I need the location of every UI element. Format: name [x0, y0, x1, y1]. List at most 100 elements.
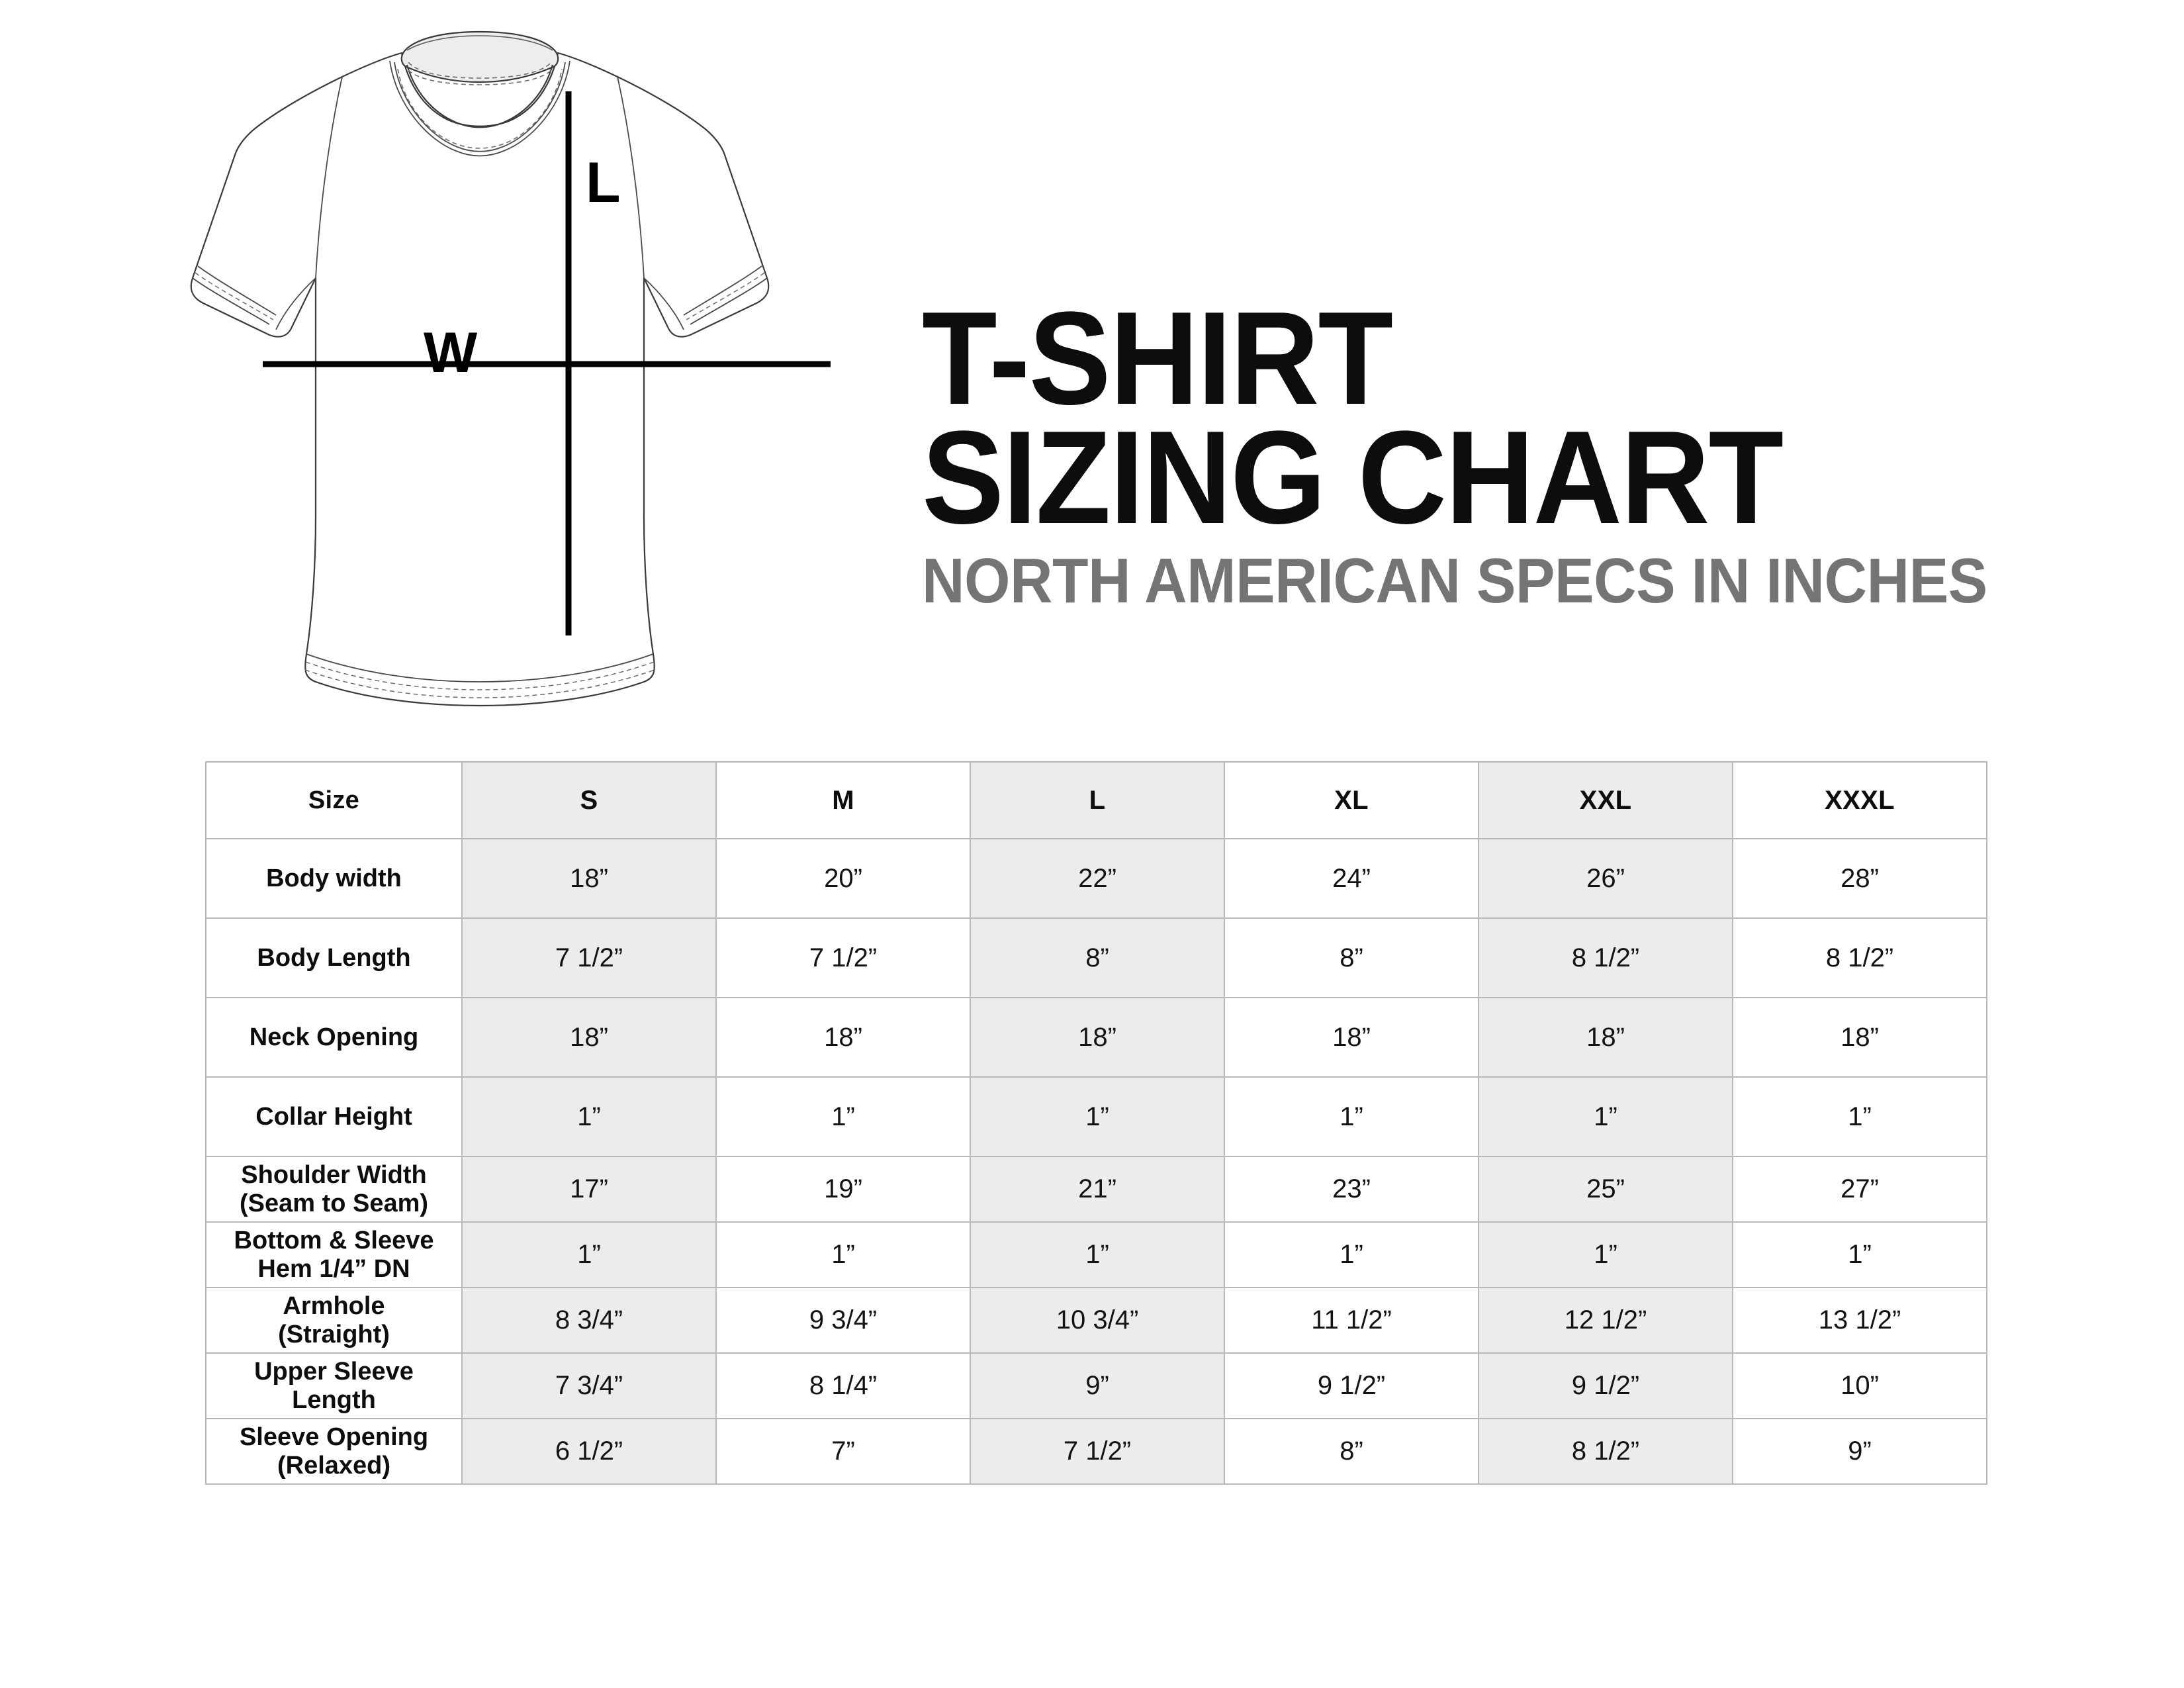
table-row: Upper Sleeve Length 7 3/4” 8 1/4” 9” 9 1/2” 9 …	[205, 1352, 1987, 1420]
row-label-line1: Sleeve Opening	[239, 1423, 429, 1452]
row-label-line1: Armhole	[283, 1292, 385, 1321]
cell-value: 8 1/4”	[715, 1352, 971, 1420]
cell-value: 10 3/4”	[970, 1287, 1225, 1354]
cell-value: 1”	[461, 1221, 717, 1289]
cell-value: 18”	[1478, 997, 1733, 1078]
cell-value: 7 1/2”	[461, 917, 717, 998]
cell-value: 8 1/2”	[1478, 1418, 1733, 1485]
table-row: Bottom & Sleeve Hem 1/4” DN 1” 1” 1” 1” 1” 1”	[205, 1221, 1987, 1289]
cell-value: 10”	[1732, 1352, 1987, 1420]
row-label: Body width	[205, 838, 463, 919]
table-row: Collar Height 1” 1” 1” 1” 1” 1”	[205, 1076, 1987, 1157]
table-row: Body Length 7 1/2” 7 1/2” 8” 8” 8 1/2” 8 1/2”	[205, 917, 1987, 998]
cell-value: 18”	[1224, 997, 1479, 1078]
header-cell-xxxl: XXXL	[1732, 761, 1987, 839]
collar-opening	[400, 30, 559, 83]
row-label: Armhole (Straight)	[205, 1287, 463, 1354]
row-label: Body Length	[205, 917, 463, 998]
cell-value: 9 1/2”	[1478, 1352, 1733, 1420]
cell-value: 24”	[1224, 838, 1479, 919]
header-cell-m: M	[715, 761, 971, 839]
cell-value: 22”	[970, 838, 1225, 919]
row-label: Upper Sleeve Length	[205, 1352, 463, 1420]
row-label: Sleeve Opening (Relaxed)	[205, 1418, 463, 1485]
cell-value: 1”	[461, 1076, 717, 1157]
cell-value: 25”	[1478, 1155, 1733, 1223]
size-chart-table: Size S M L XL XXL XXXL Body width 18” 20” 2…	[205, 761, 1987, 1485]
cell-value: 8”	[1224, 1418, 1479, 1485]
cell-value: 17”	[461, 1155, 717, 1223]
header-cell-xxl: XXL	[1478, 761, 1733, 839]
cell-value: 18”	[715, 997, 971, 1078]
cell-value: 19”	[715, 1155, 971, 1223]
cell-value: 20”	[715, 838, 971, 919]
cell-value: 6 1/2”	[461, 1418, 717, 1485]
cell-value: 23”	[1224, 1155, 1479, 1223]
table-row: Armhole (Straight) 8 3/4” 9 3/4” 10 3/4” 11 1…	[205, 1287, 1987, 1354]
cell-value: 1”	[1478, 1221, 1733, 1289]
page-title-line2: SIZING CHART	[922, 404, 1784, 551]
cell-value: 1”	[970, 1221, 1225, 1289]
header-cell-s: S	[461, 761, 717, 839]
length-dimension-label: L	[586, 151, 621, 214]
cell-value: 18”	[461, 997, 717, 1078]
table-body: Body width 18” 20” 22” 24” 26” 28” Body Length 7…	[205, 838, 1987, 1485]
cell-value: 8 1/2”	[1732, 917, 1987, 998]
cell-value: 1”	[715, 1076, 971, 1157]
cell-value: 9”	[970, 1352, 1225, 1420]
cell-value: 8 3/4”	[461, 1287, 717, 1354]
header-cell-xl: XL	[1224, 761, 1479, 839]
cell-value: 1”	[1478, 1076, 1733, 1157]
cell-value: 26”	[1478, 838, 1733, 919]
row-label-line1: Upper Sleeve	[254, 1358, 414, 1386]
cell-value: 18”	[461, 838, 717, 919]
cell-value: 8 1/2”	[1478, 917, 1733, 998]
row-label-line2: Hem 1/4” DN	[257, 1254, 410, 1283]
cell-value: 9”	[1732, 1418, 1987, 1485]
cell-value: 1”	[715, 1221, 971, 1289]
page-title-line1: T-SHIRT	[922, 285, 1393, 432]
page-subtitle: NORTH AMERICAN SPECS IN INCHES	[922, 545, 1987, 616]
cell-value: 1”	[1224, 1076, 1479, 1157]
row-label: Shoulder Width (Seam to Seam)	[205, 1155, 463, 1223]
table-row: Body width 18” 20” 22” 24” 26” 28”	[205, 838, 1987, 919]
cell-value: 1”	[1732, 1076, 1987, 1157]
width-dimension-label: W	[424, 321, 477, 385]
cell-value: 21”	[970, 1155, 1225, 1223]
title-block: T-SHIRT SIZING CHART NORTH AMERICAN SPEC…	[922, 285, 2047, 616]
cell-value: 18”	[970, 997, 1225, 1078]
header-cell-l: L	[970, 761, 1225, 839]
cell-value: 28”	[1732, 838, 1987, 919]
cell-value: 7 1/2”	[970, 1418, 1225, 1485]
row-label-line2: (Seam to Seam)	[239, 1189, 429, 1217]
row-label: Collar Height	[205, 1076, 463, 1157]
table-header: Size S M L XL XXL XXXL	[205, 761, 1987, 839]
cell-value: 13 1/2”	[1732, 1287, 1987, 1354]
cell-value: 1”	[970, 1076, 1225, 1157]
cell-value: 11 1/2”	[1224, 1287, 1479, 1354]
row-label-line1: Shoulder Width	[241, 1161, 427, 1189]
cell-value: 1”	[1224, 1221, 1479, 1289]
tshirt-illustration: L W	[169, 13, 870, 735]
cell-value: 18”	[1732, 997, 1987, 1078]
cell-value: 7 1/2”	[715, 917, 971, 998]
cell-value: 9 1/2”	[1224, 1352, 1479, 1420]
row-label-line2: (Straight)	[278, 1320, 390, 1348]
cell-value: 8”	[1224, 917, 1479, 998]
header-cell-size: Size	[205, 761, 463, 839]
table-row: Neck Opening 18” 18” 18” 18” 18” 18”	[205, 997, 1987, 1078]
cell-value: 1”	[1732, 1221, 1987, 1289]
cell-value: 9 3/4”	[715, 1287, 971, 1354]
table-row: Sleeve Opening (Relaxed) 6 1/2” 7” 7 1/2” 8” 8…	[205, 1418, 1987, 1485]
size-table-container: Size S M L XL XXL XXXL Body width 18” 20” 2…	[205, 761, 1987, 1485]
cell-value: 12 1/2”	[1478, 1287, 1733, 1354]
cell-value: 7”	[715, 1418, 971, 1485]
table-row: Shoulder Width (Seam to Seam) 17” 19” 21” 23”…	[205, 1155, 1987, 1223]
header-row: Size S M L XL XXL XXXL	[205, 761, 1987, 839]
row-label-line2: Length	[292, 1385, 376, 1414]
row-label-line2: (Relaxed)	[277, 1451, 391, 1479]
cell-value: 7 3/4”	[461, 1352, 717, 1420]
row-label: Neck Opening	[205, 997, 463, 1078]
cell-value: 27”	[1732, 1155, 1987, 1223]
row-label-line1: Bottom & Sleeve	[234, 1227, 434, 1255]
